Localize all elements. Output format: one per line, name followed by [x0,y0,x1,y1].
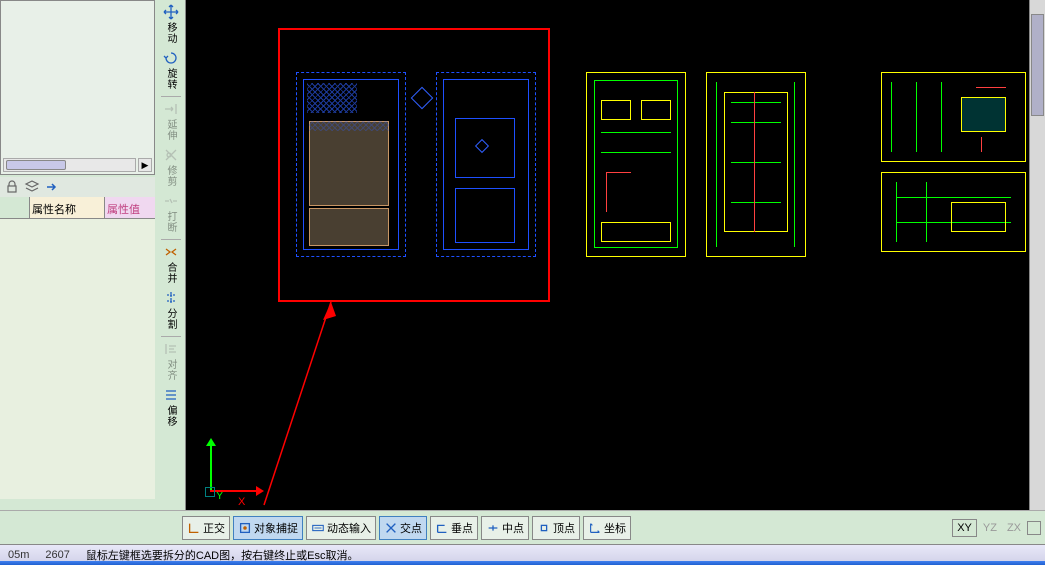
分割-icon [163,290,179,306]
status-label: 正交 [203,520,225,536]
prop-col-value[interactable]: 属性值 [105,197,155,218]
view-yz[interactable]: YZ [979,522,1001,534]
旋转-icon [163,50,179,66]
vtool-旋转[interactable]: 旋转 [158,48,184,92]
vtool-分割[interactable]: 分割 [158,288,184,332]
vtool-延伸: 延伸 [158,99,184,143]
vtool-打断: 打断 [158,191,184,235]
vtool-label: 延伸 [163,119,178,141]
layers-icon[interactable] [24,179,40,195]
coord-icon [588,521,602,535]
status-ortho[interactable]: 正交 [182,516,230,540]
checkbox[interactable] [1027,521,1041,535]
修剪-icon [163,147,179,163]
status-toolbar: 正交 对象捕捉 动态输入 交点 垂点 中点 顶点 坐标 XY YZ ZX [0,510,1045,544]
vtool-label: 旋转 [163,68,178,90]
vtool-label: 对齐 [163,359,178,381]
vtool-移动[interactable]: 移动 [158,2,184,46]
h-scrollbar[interactable] [3,158,136,172]
status-label: 动态输入 [327,520,371,536]
status-mid[interactable]: 中点 [481,516,529,540]
view-zx[interactable]: ZX [1003,522,1025,534]
vtool-label: 移动 [163,22,178,44]
vtool-label: 合并 [163,262,178,284]
coord-2: 2607 [37,549,77,561]
status-label: 中点 [502,520,524,536]
status-osnap[interactable]: 对象捕捉 [233,516,303,540]
left-top-pane: ▶ [0,0,155,175]
status-int[interactable]: 交点 [379,516,427,540]
view-xy[interactable]: XY [952,519,977,537]
v-scrollbar[interactable] [1029,0,1045,510]
status-coord[interactable]: 坐标 [583,516,631,540]
dyn-icon [311,521,325,535]
打断-icon [163,193,179,209]
status-label: 坐标 [604,520,626,536]
vtool-label: 修剪 [163,165,178,187]
status-label: 交点 [400,520,422,536]
status-label: 垂点 [451,520,473,536]
prop-toolbar [0,177,155,197]
移动-icon [163,4,179,20]
lock-icon[interactable] [4,179,20,195]
vtool-修剪: 修剪 [158,145,184,189]
偏移-icon [163,387,179,403]
perp-icon [435,521,449,535]
prop-col-icon [0,197,30,218]
对齐-icon [163,341,179,357]
bottom-bar: 05m 2607 鼠标左键框选要拆分的CAD图，按右键终止或Esc取消。 [0,544,1045,565]
selection-rectangle [278,28,550,302]
status-end[interactable]: 顶点 [532,516,580,540]
vtool-label: 分割 [163,308,178,330]
vtool-合并[interactable]: 合并 [158,242,184,286]
status-label: 顶点 [553,520,575,536]
int-icon [384,521,398,535]
property-panel: 属性名称 属性值 [0,177,155,499]
cad-canvas[interactable]: Y X [186,0,1029,510]
coord-1: 05m [0,549,37,561]
prop-header: 属性名称 属性值 [0,197,155,219]
status-dyn[interactable]: 动态输入 [306,516,376,540]
mid-icon [486,521,500,535]
prop-col-name[interactable]: 属性名称 [30,197,105,218]
status-label: 对象捕捉 [254,520,298,536]
ortho-icon [187,521,201,535]
vtool-label: 偏移 [163,405,178,427]
vertical-toolbar: 移动旋转延伸修剪打断合并分割对齐偏移 [156,0,186,510]
osnap-icon [238,521,252,535]
h-scrollbar-right[interactable]: ▶ [138,158,152,172]
ucs-x-label: X [238,496,245,508]
prop-body [0,219,155,499]
vtool-对齐: 对齐 [158,339,184,383]
left-panel: ▶ 属性名称 属性值 [0,0,155,510]
h-scrollbar-thumb[interactable] [6,160,66,170]
status-perp[interactable]: 垂点 [430,516,478,540]
合并-icon [163,244,179,260]
arrow-icon[interactable] [44,179,60,195]
status-right: XY YZ ZX [952,519,1041,537]
vtool-label: 打断 [163,211,178,233]
end-icon [537,521,551,535]
vtool-偏移[interactable]: 偏移 [158,385,184,429]
延伸-icon [163,101,179,117]
